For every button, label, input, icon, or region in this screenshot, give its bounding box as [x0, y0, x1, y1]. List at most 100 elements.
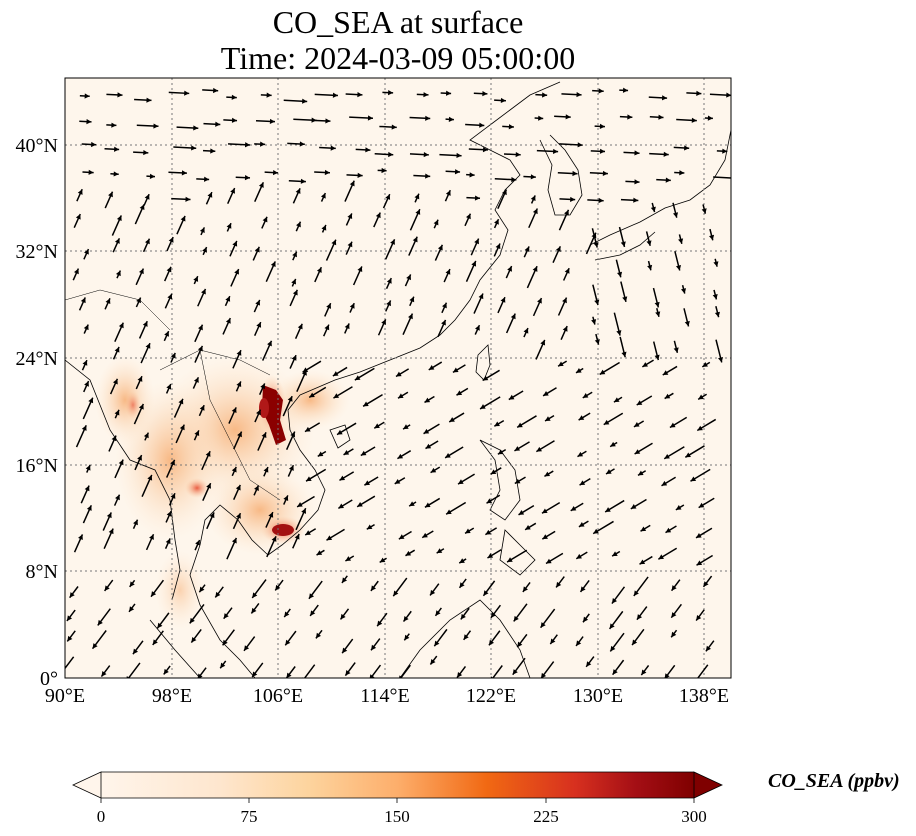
wind-arrow-head	[518, 510, 525, 515]
wind-arrow-head	[88, 169, 94, 175]
map-frame	[64, 77, 732, 679]
concentration-field	[95, 355, 350, 630]
wind-arrow-head	[701, 208, 707, 214]
wind-arrow-head	[647, 264, 653, 271]
wind-arrow-head	[709, 234, 715, 241]
wind-arrow-head	[425, 173, 431, 179]
wind-arrow-head	[199, 227, 205, 233]
wind-arrow-head	[412, 236, 418, 243]
wind-arrow-head	[167, 293, 173, 300]
wind-arrow-head	[430, 658, 436, 665]
colorbar-label: CO_SEA (ppbv)	[768, 770, 900, 792]
wind-arrow-head	[347, 241, 353, 248]
wind-arrow-head	[166, 266, 172, 273]
wind-arrow-head	[428, 365, 435, 370]
wind-arrow-head	[541, 672, 547, 678]
wind-arrow-head	[609, 623, 615, 629]
wind-arrow-head	[111, 122, 117, 128]
wind-arrow-head	[617, 271, 623, 278]
wind-arrow-head	[267, 340, 272, 347]
wind-arrow-head	[151, 591, 157, 597]
wind-arrow-head	[542, 92, 548, 98]
wind-arrow-head	[564, 268, 570, 274]
wind-arrow-head	[365, 147, 371, 153]
wind-arrow-head	[287, 396, 293, 402]
wind-arrow-head	[84, 249, 89, 255]
wind-arrow-head	[456, 152, 462, 159]
wind-arrow-head	[524, 246, 530, 253]
wind-arrow-head	[236, 350, 242, 356]
wind-arrow-head	[349, 180, 355, 187]
wind-arrow-head	[442, 302, 447, 309]
wind-arrow-head	[231, 117, 238, 123]
wind-arrow-head	[675, 265, 682, 271]
wind-arrow-head	[726, 92, 731, 98]
wind-arrow-head	[306, 476, 312, 482]
wind-arrow-head	[215, 591, 221, 598]
wind-arrow-head	[138, 403, 144, 410]
wind-arrow-head	[606, 469, 612, 474]
wind-arrow-head	[269, 118, 275, 125]
wind-arrow-head	[118, 322, 124, 329]
wind-arrow-head	[193, 377, 199, 383]
wind-arrow-head	[469, 172, 475, 178]
wind-arrow-head	[482, 375, 489, 381]
wind-arrow-head	[511, 176, 517, 183]
wind-arrow-head	[337, 429, 343, 435]
wind-arrow-head	[620, 241, 626, 247]
wind-arrow-head	[632, 639, 638, 646]
wind-arrow-head	[673, 347, 679, 353]
wind-arrow-head	[517, 641, 523, 648]
wind-arrow-head	[512, 669, 518, 675]
wind-arrow-head	[532, 266, 538, 272]
wind-arrow-head	[404, 634, 410, 641]
wind-arrow-head	[357, 172, 363, 178]
wind-arrow-head	[231, 94, 237, 100]
wind-arrow-head	[434, 640, 440, 647]
wind-arrow-head	[132, 648, 139, 655]
wind-arrow-head	[166, 511, 172, 517]
wind-arrow-head	[108, 191, 113, 198]
wind-arrow-head	[375, 212, 381, 219]
wind-arrow-head	[133, 519, 138, 526]
wind-arrow-head	[261, 432, 267, 438]
wind-arrow-head	[546, 558, 552, 564]
wind-arrow-head	[207, 192, 213, 198]
wind-arrow-head	[288, 465, 294, 471]
wind-arrow-head	[577, 451, 584, 457]
wind-arrow-head	[662, 370, 669, 376]
wind-arrow-head	[542, 534, 548, 540]
wind-arrow-head	[599, 369, 606, 375]
wind-arrow-head	[654, 354, 660, 361]
wind-arrow-head	[230, 188, 235, 194]
wind-arrow-head	[338, 503, 344, 509]
wind-arrow-head	[164, 331, 169, 337]
wind-arrow-head	[562, 326, 568, 332]
wind-arrow-head	[580, 586, 586, 592]
wind-arrow-head	[593, 242, 599, 248]
wind-arrow-head	[684, 145, 690, 151]
wind-arrow-head	[145, 343, 151, 349]
wind-arrow-head	[540, 622, 546, 628]
wind-arrow-head	[181, 170, 187, 176]
wind-arrow-head	[445, 453, 451, 458]
wind-arrow-head	[271, 536, 277, 542]
wind-arrow-head	[170, 459, 175, 466]
wind-arrow-head	[599, 123, 605, 129]
wind-arrow-head	[630, 504, 637, 509]
wind-arrow-head	[602, 170, 608, 177]
wind-arrow-head	[339, 475, 346, 481]
wind-arrow-head	[310, 610, 316, 616]
wind-arrow-head	[397, 453, 404, 459]
wind-arrow-head	[152, 639, 158, 645]
wind-arrow-head	[398, 534, 405, 540]
wind-arrow-head	[104, 585, 110, 591]
wind-arrow-head	[345, 556, 352, 561]
wind-arrow	[696, 664, 709, 678]
wind-arrow-head	[129, 581, 135, 587]
wind-arrow-head	[508, 394, 515, 400]
wind-arrow-head	[266, 92, 272, 98]
wind-arrow-head	[459, 558, 465, 564]
wind-arrow-head	[680, 288, 687, 294]
